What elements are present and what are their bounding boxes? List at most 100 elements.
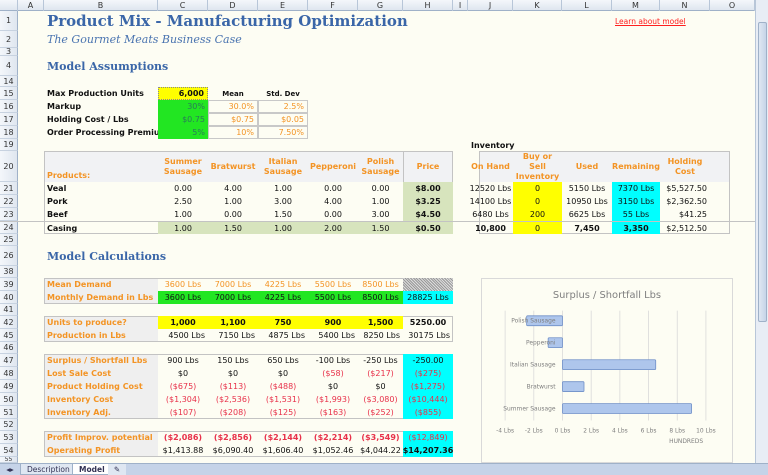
- bar[interactable]: [562, 381, 585, 392]
- recipe-cell[interactable]: 4.00: [324, 197, 342, 206]
- profit-improv-cell[interactable]: ($3,549): [361, 433, 400, 442]
- surplus-cell[interactable]: 150 Lbs: [217, 356, 249, 365]
- monthly-demand-cell[interactable]: 4225 Lbs: [258, 291, 308, 304]
- lost-sale-cell[interactable]: $0: [277, 369, 289, 378]
- recipe-cell[interactable]: 1.50: [208, 222, 258, 234]
- recipe-cell[interactable]: 0.00: [224, 210, 242, 219]
- bar[interactable]: [526, 315, 563, 327]
- holding-cell[interactable]: ($675): [169, 382, 197, 391]
- row-header[interactable]: 54: [0, 444, 18, 457]
- holding-cost-total-cell[interactable]: $2,512.50: [666, 223, 707, 233]
- hatched-cell[interactable]: [403, 278, 453, 291]
- units-cell[interactable]: 1,000: [158, 316, 208, 329]
- price-cell[interactable]: $8.00: [403, 182, 453, 195]
- used-cell[interactable]: 6625 Lbs: [568, 210, 606, 219]
- lost-sale-cell[interactable]: $0: [177, 369, 189, 378]
- lost-sale-cell[interactable]: ($58): [322, 369, 344, 378]
- inventory-cost-cell[interactable]: ($2,536): [215, 395, 251, 404]
- holding-cost-cell[interactable]: $0.75: [158, 113, 208, 126]
- bar[interactable]: [562, 359, 657, 371]
- holding-cell[interactable]: $0: [375, 382, 386, 391]
- column-header[interactable]: A: [18, 0, 44, 11]
- holding-cell[interactable]: ($113): [219, 382, 247, 391]
- recipe-cell[interactable]: 1.00: [158, 222, 208, 234]
- row-header[interactable]: 46: [0, 342, 18, 354]
- profit-improv-cell[interactable]: ($2,856): [213, 433, 253, 442]
- inventory-cost-cell[interactable]: ($1,531): [265, 395, 301, 404]
- remaining-cell[interactable]: 3150 Lbs: [612, 195, 660, 208]
- operating-profit-cell[interactable]: $1,606.40: [262, 446, 304, 455]
- buy-sell-cell[interactable]: 200: [513, 208, 562, 221]
- units-cell[interactable]: 900: [308, 316, 358, 329]
- surplus-total-cell[interactable]: -250.00: [403, 354, 453, 367]
- recipe-cell[interactable]: 0.00: [324, 184, 342, 193]
- remaining-cell[interactable]: 55 Lbs: [612, 208, 660, 221]
- row-header[interactable]: 51: [0, 406, 18, 419]
- row-header[interactable]: 24: [0, 222, 18, 234]
- column-header[interactable]: M: [612, 0, 660, 11]
- units-cell[interactable]: 750: [258, 316, 308, 329]
- units-total-cell[interactable]: 5250.00: [409, 318, 447, 327]
- order-premium-std-cell[interactable]: 7.50%: [258, 126, 308, 139]
- markup-std-cell[interactable]: 2.5%: [258, 100, 308, 113]
- row-header[interactable]: 40: [0, 291, 18, 304]
- production-total-cell[interactable]: 30175 Lbs: [408, 331, 450, 340]
- row-header[interactable]: 41: [0, 304, 18, 316]
- inventory-adj-cell[interactable]: ($252): [367, 408, 394, 417]
- used-cell[interactable]: 5150 Lbs: [568, 184, 606, 193]
- inventory-adj-total-cell[interactable]: ($855): [403, 406, 453, 419]
- production-cell[interactable]: 8250 Lbs: [363, 331, 400, 340]
- buy-sell-cell[interactable]: 0: [513, 195, 562, 208]
- inventory-cost-cell[interactable]: ($1,993): [315, 395, 351, 404]
- on-hand-cell[interactable]: 14100 Lbs: [469, 197, 512, 206]
- operating-profit-cell[interactable]: $1,413.88: [162, 446, 204, 455]
- row-header[interactable]: 39: [0, 278, 18, 291]
- select-all-button[interactable]: [0, 0, 18, 11]
- profit-improv-cell[interactable]: ($2,086): [163, 433, 203, 442]
- vertical-scrollbar[interactable]: [755, 0, 768, 463]
- markup-mean-cell[interactable]: 30.0%: [208, 100, 258, 113]
- row-header[interactable]: 52: [0, 419, 18, 431]
- column-header[interactable]: H: [403, 0, 453, 11]
- production-cell[interactable]: 7150 Lbs: [218, 331, 255, 340]
- surplus-cell[interactable]: 900 Lbs: [167, 356, 199, 365]
- monthly-demand-total-cell[interactable]: 28825 Lbs: [403, 291, 453, 304]
- recipe-cell[interactable]: 1.00: [258, 222, 308, 234]
- profit-improv-cell[interactable]: ($2,214): [313, 433, 353, 442]
- recipe-cell[interactable]: 0.00: [371, 184, 390, 193]
- recipe-cell[interactable]: 4.00: [224, 184, 242, 193]
- price-cell[interactable]: $0.50: [403, 222, 453, 234]
- inventory-adj-cell[interactable]: ($163): [319, 408, 347, 417]
- inventory-cost-cell[interactable]: ($3,080): [363, 395, 398, 404]
- recipe-cell[interactable]: 1.50: [274, 210, 292, 219]
- used-total-cell[interactable]: 7,450: [574, 223, 600, 233]
- column-header[interactable]: J: [468, 0, 513, 11]
- holding-cost-mean-cell[interactable]: $0.75: [208, 113, 258, 126]
- operating-profit-cell[interactable]: $4,044.22: [360, 446, 401, 455]
- row-header[interactable]: 48: [0, 367, 18, 380]
- holding-cell[interactable]: ($488): [269, 382, 297, 391]
- inventory-adj-cell[interactable]: ($107): [169, 408, 197, 417]
- operating-profit-cell[interactable]: $1,052.46: [312, 446, 354, 455]
- remaining-cell[interactable]: 7370 Lbs: [612, 182, 660, 195]
- row-header[interactable]: 4: [0, 56, 18, 76]
- on-hand-cell[interactable]: 6480 Lbs: [472, 210, 509, 219]
- row-header[interactable]: 16: [0, 100, 18, 113]
- column-header[interactable]: K: [513, 0, 562, 11]
- recipe-cell[interactable]: 1.00: [371, 197, 390, 206]
- price-cell[interactable]: $3.25: [403, 195, 453, 208]
- bar[interactable]: [562, 403, 692, 414]
- markup-cell[interactable]: 30%: [158, 100, 208, 113]
- recipe-cell[interactable]: 3.00: [371, 210, 390, 219]
- tab-scroll-arrows-icon[interactable]: ◂▸: [6, 465, 14, 474]
- surplus-cell[interactable]: 650 Lbs: [267, 356, 299, 365]
- units-cell[interactable]: 1,100: [208, 316, 258, 329]
- row-header[interactable]: 38: [0, 266, 18, 278]
- max-production-cell[interactable]: 6,000: [158, 87, 208, 100]
- row-header[interactable]: 50: [0, 393, 18, 406]
- holding-cost-cell[interactable]: $41.25: [679, 210, 707, 219]
- mean-demand-cell[interactable]: 7000 Lbs: [214, 280, 252, 289]
- column-header[interactable]: G: [358, 0, 403, 11]
- column-header[interactable]: B: [44, 0, 158, 11]
- row-header[interactable]: 55: [0, 457, 18, 463]
